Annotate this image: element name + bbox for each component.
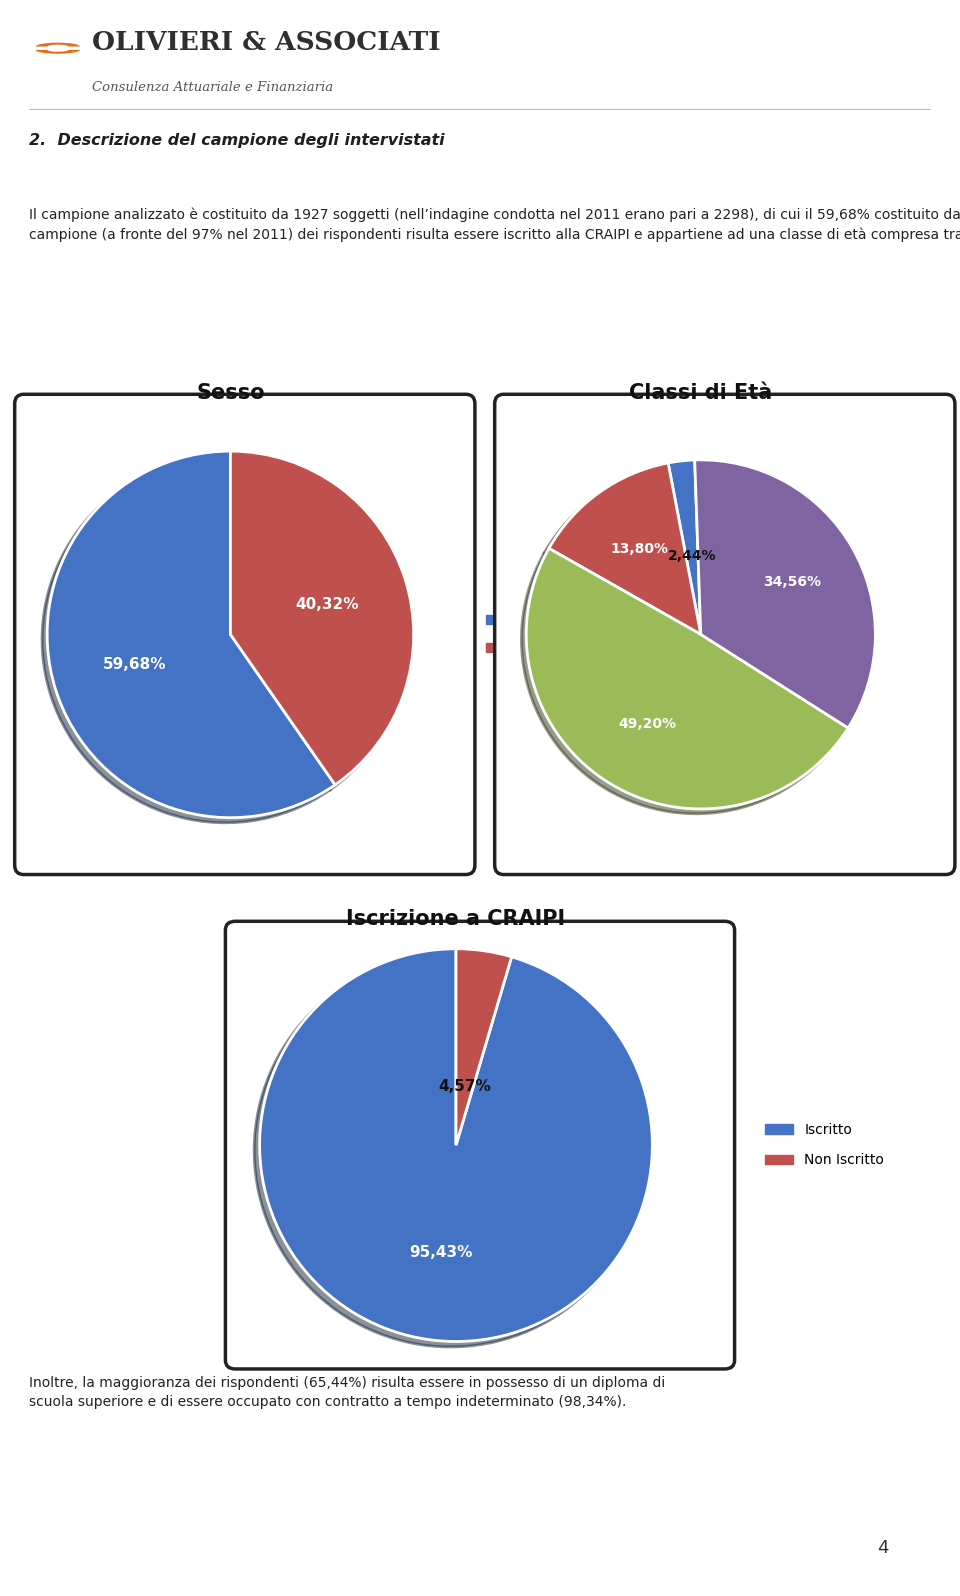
Text: 49,20%: 49,20%: [618, 717, 676, 731]
Legend: Iscritto, Non Iscritto: Iscritto, Non Iscritto: [759, 1117, 890, 1173]
Title: Classi di Età: Classi di Età: [629, 383, 773, 402]
Text: 34,56%: 34,56%: [762, 576, 821, 589]
Wedge shape: [36, 49, 80, 54]
Text: 4: 4: [877, 1539, 889, 1558]
Text: 4,57%: 4,57%: [438, 1079, 491, 1095]
Text: 59,68%: 59,68%: [103, 658, 166, 672]
Wedge shape: [36, 43, 80, 46]
Wedge shape: [549, 463, 701, 635]
Wedge shape: [47, 452, 335, 817]
Text: 2,44%: 2,44%: [668, 549, 716, 563]
Title: Iscrizione a CRAIPI: Iscrizione a CRAIPI: [347, 910, 565, 929]
Text: 40,32%: 40,32%: [295, 597, 358, 611]
Text: Inoltre, la maggioranza dei rispondenti (65,44%) risulta essere in possesso di u: Inoltre, la maggioranza dei rispondenti …: [29, 1376, 665, 1409]
Text: Consulenza Attuariale e Finanziaria: Consulenza Attuariale e Finanziaria: [92, 81, 333, 94]
Text: 95,43%: 95,43%: [409, 1245, 472, 1259]
Wedge shape: [230, 452, 414, 785]
Wedge shape: [456, 948, 512, 1146]
Title: Sesso: Sesso: [196, 383, 265, 402]
Text: 13,80%: 13,80%: [611, 543, 669, 557]
FancyBboxPatch shape: [14, 394, 475, 875]
FancyBboxPatch shape: [226, 921, 734, 1369]
Text: 2.  Descrizione del campione degli intervistati: 2. Descrizione del campione degli interv…: [29, 132, 444, 148]
Legend: Maschi, Femmine: Maschi, Femmine: [481, 608, 594, 661]
Wedge shape: [259, 948, 653, 1342]
Wedge shape: [695, 460, 876, 728]
Text: OLIVIERI & ASSOCIATI: OLIVIERI & ASSOCIATI: [92, 30, 441, 54]
FancyBboxPatch shape: [494, 394, 955, 875]
Text: Il campione analizzato è costituito da 1927 soggetti (nell’indagine condotta nel: Il campione analizzato è costituito da 1…: [29, 207, 960, 243]
Wedge shape: [668, 460, 701, 635]
Wedge shape: [526, 549, 848, 809]
